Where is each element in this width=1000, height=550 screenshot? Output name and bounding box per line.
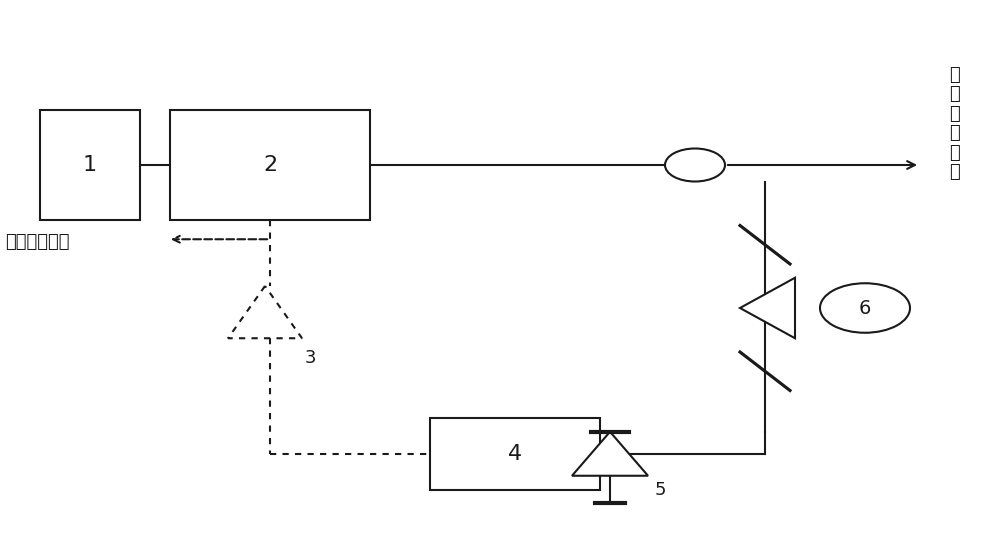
Bar [40, 110, 140, 220]
Bar [430, 418, 600, 490]
Text: 6: 6 [859, 299, 871, 317]
Text: 1: 1 [83, 155, 97, 175]
Circle shape [820, 283, 910, 333]
Text: 5: 5 [655, 481, 666, 499]
Text: 4: 4 [508, 444, 522, 464]
Text: 3: 3 [305, 349, 316, 367]
Circle shape [665, 148, 725, 182]
Text: 电微波信号输: 电微波信号输 [5, 233, 70, 251]
Polygon shape [740, 278, 795, 338]
Polygon shape [228, 286, 302, 338]
Polygon shape [572, 432, 648, 476]
Text: 光
微
波
信
号
输: 光 微 波 信 号 输 [950, 66, 960, 181]
Text: 2: 2 [263, 155, 277, 175]
Bar [170, 110, 370, 220]
